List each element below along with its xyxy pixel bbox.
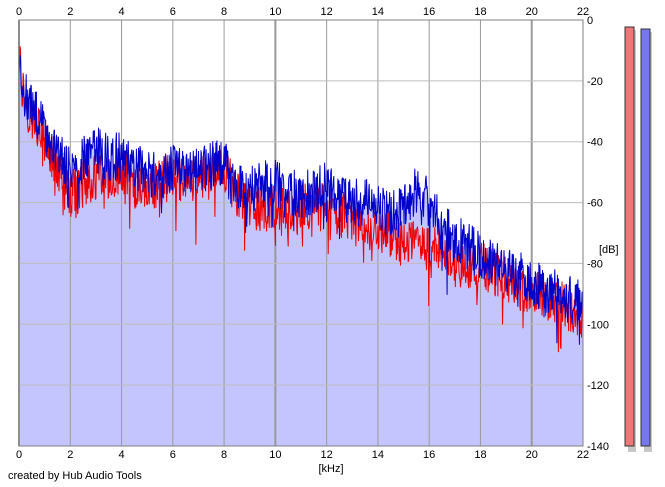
level-meters: [624, 26, 652, 452]
x-tick-label-top: 6: [170, 6, 176, 18]
x-tick-label-top: 12: [321, 6, 333, 18]
y-tick-label: -100: [587, 319, 609, 331]
x-tick-label-bottom: 10: [269, 449, 281, 461]
x-tick-label-bottom: 12: [321, 449, 333, 461]
x-tick-label-top: 18: [474, 6, 486, 18]
x-tick-label-top: 16: [423, 6, 435, 18]
x-tick-label-bottom: 6: [170, 449, 176, 461]
right-channel-meter: [640, 28, 651, 447]
x-tick-label-top: 20: [526, 6, 538, 18]
x-tick-label-bottom: 16: [423, 449, 435, 461]
x-tick-label-bottom: 18: [474, 449, 486, 461]
y-tick-label: -120: [587, 380, 609, 392]
spectrum-area-fill: [19, 46, 583, 446]
x-tick-label-bottom: 4: [118, 449, 124, 461]
x-tick-label-top: 10: [269, 6, 281, 18]
x-tick-label-top: 14: [372, 6, 384, 18]
y-tick-label: -40: [587, 137, 603, 149]
credit-text: created by Hub Audio Tools: [8, 470, 142, 482]
x-tick-label-top: 22: [577, 6, 589, 18]
x-axis-label: [kHz]: [318, 463, 343, 475]
x-tick-label-bottom: 20: [526, 449, 538, 461]
x-tick-label-top: 2: [67, 6, 73, 18]
x-tick-label-bottom: 14: [372, 449, 384, 461]
y-axis-label: [dB]: [599, 244, 619, 256]
x-tick-label-bottom: 2: [67, 449, 73, 461]
x-tick-label-top: 0: [16, 6, 22, 18]
x-tick-label-top: 4: [118, 6, 124, 18]
left-channel-meter: [624, 26, 635, 447]
x-tick-label-bottom: 8: [221, 449, 227, 461]
y-tick-label: -140: [587, 441, 609, 453]
plot-area: [18, 19, 584, 447]
y-tick-label: 0: [587, 15, 593, 27]
x-tick-label-bottom: 0: [16, 449, 22, 461]
x-tick-label-bottom: 22: [577, 449, 589, 461]
y-tick-label: -60: [587, 198, 603, 210]
series-line-1: [18, 46, 584, 353]
series-layer: [18, 46, 584, 353]
y-tick-labels: 0 -20 -40 -60 -80 -100 -120 -140: [587, 15, 609, 453]
x-tick-label-top: 8: [221, 6, 227, 18]
y-tick-label: -80: [587, 258, 603, 270]
y-tick-label: -20: [587, 76, 603, 88]
series-line-2: [18, 55, 584, 345]
